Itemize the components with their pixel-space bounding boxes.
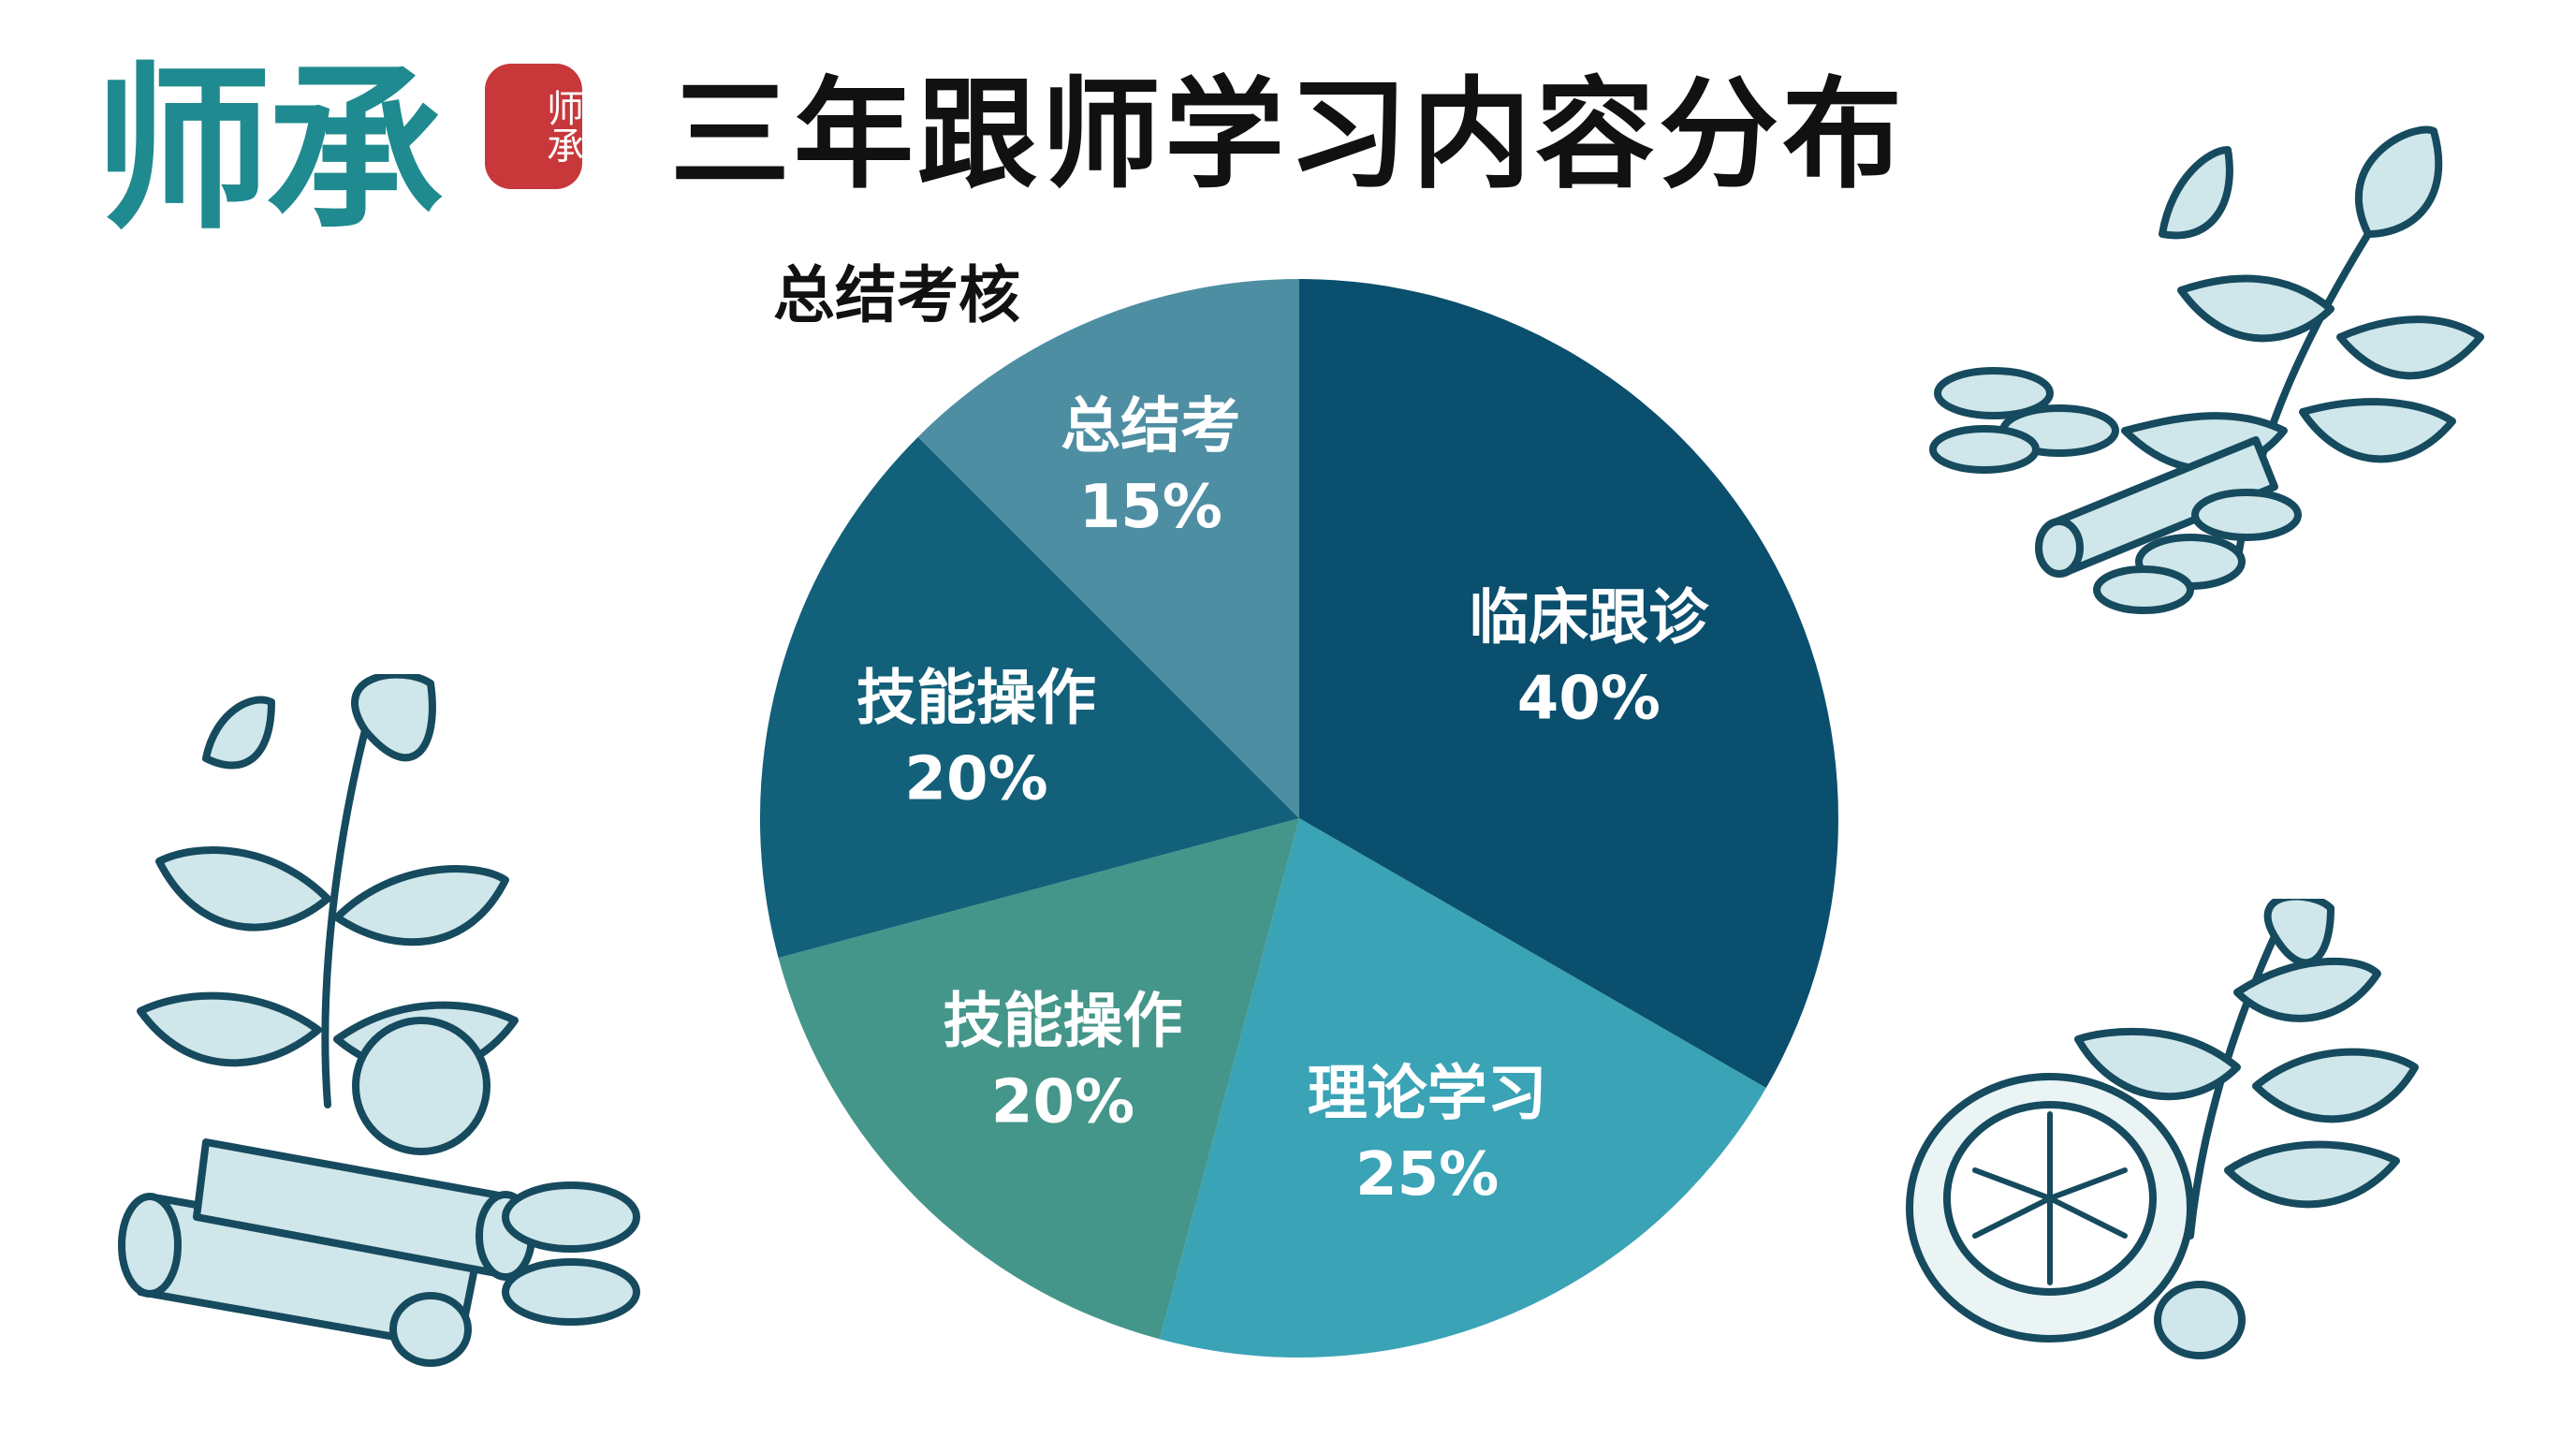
slice-label: 技能操作 bbox=[856, 665, 1096, 734]
slice-label: 技能操作 bbox=[944, 988, 1183, 1057]
outer-label: 总结考核 bbox=[773, 259, 1020, 331]
logo-seal: 师承 bbox=[485, 64, 583, 189]
herb-roots-icon bbox=[118, 674, 640, 1367]
slice-label: 总结考 bbox=[1061, 392, 1240, 462]
pie-slice bbox=[1159, 818, 1766, 1358]
logo: 师承 师承 bbox=[94, 45, 583, 254]
slice-value-label: 20% bbox=[991, 1068, 1134, 1137]
slice-label: 临床跟诊 bbox=[1469, 583, 1709, 653]
slice-value-label: 15% bbox=[1079, 473, 1222, 542]
pie-slice bbox=[917, 279, 1299, 818]
pie-slice bbox=[759, 436, 1299, 959]
logo-text: 师承 bbox=[94, 45, 444, 254]
herb-cross-section-icon bbox=[1906, 899, 2419, 1359]
herb-leaves-icon bbox=[1929, 125, 2484, 614]
chart-title: 三年跟师学习内容分布 bbox=[669, 66, 1906, 205]
pie-slice bbox=[1299, 279, 1838, 1088]
slice-value-label: 40% bbox=[1517, 664, 1661, 733]
pie-slice bbox=[778, 818, 1299, 1340]
slice-value-label: 25% bbox=[1355, 1140, 1499, 1210]
slice-label: 理论学习 bbox=[1308, 1060, 1547, 1129]
slice-value-label: 20% bbox=[904, 745, 1047, 814]
